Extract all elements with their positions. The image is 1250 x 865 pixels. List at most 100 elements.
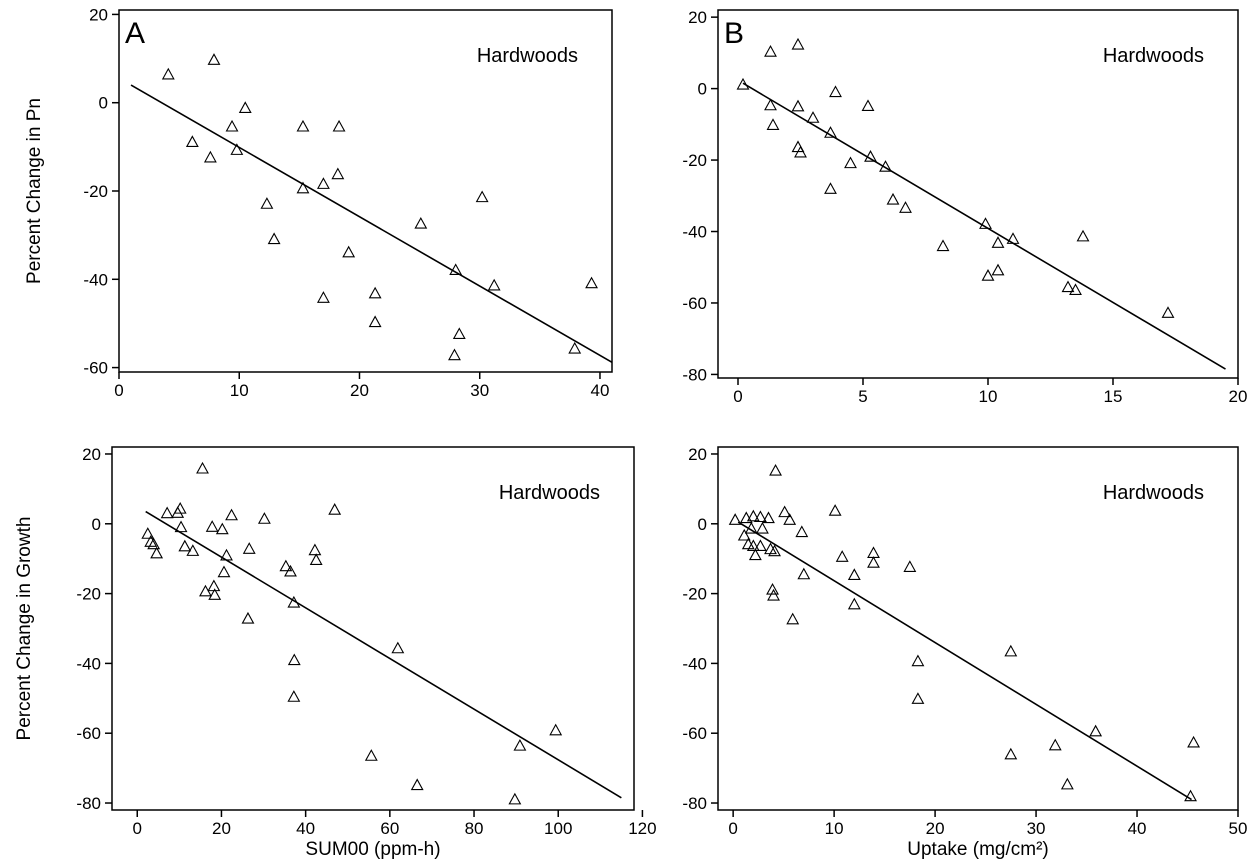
panel-4-x-tick-label: 0	[728, 819, 737, 838]
panel-1-regression-line	[130, 84, 613, 363]
panel-2-y-tick-label: 0	[698, 80, 707, 99]
panel-2-panel-letter: B	[724, 17, 744, 50]
panel-4-regression-line	[737, 521, 1192, 801]
panel-4-annotation: Hardwoods	[1103, 482, 1204, 504]
panel-2-x-tick-label: 10	[979, 387, 998, 406]
panel-4-data-point	[1048, 738, 1062, 751]
panel-3-data-point	[196, 461, 209, 474]
panel-2-data-point	[936, 239, 950, 252]
panel-3-y-tick-label: 20	[82, 445, 101, 464]
panel-1-data-point	[475, 190, 489, 203]
panel-3-x-tick-label: 0	[133, 819, 142, 838]
panel-1-data-point	[203, 150, 217, 163]
panel-4-data-point	[755, 521, 769, 534]
panel-2-data-point	[736, 77, 750, 90]
panel-3-data-point	[284, 564, 297, 577]
panel-1-data-point	[448, 348, 461, 361]
panel-1-data-point	[316, 291, 330, 303]
panel-1-y-tick-label: 0	[99, 94, 108, 113]
panel-1-data-point	[296, 181, 310, 194]
panel-4-y-tick-label: 0	[698, 515, 707, 534]
panel-2-data-point	[829, 85, 842, 98]
panel-4-data-point	[778, 505, 792, 518]
panel-3-frame	[111, 446, 635, 811]
panel-4-data-point	[769, 463, 782, 476]
panel-2-data-point	[981, 269, 995, 281]
panel-3-y-tick-label: -40	[76, 654, 101, 673]
panel-3-y-tick-label: -20	[76, 585, 101, 604]
panel-2-data-point	[824, 126, 837, 138]
panel-1-data-point	[332, 119, 346, 132]
panel-1-y-tick-label: 20	[89, 5, 108, 24]
panel-3-data-point	[220, 548, 233, 561]
panel-3-data-point	[508, 792, 522, 805]
panel-3-data-point	[287, 690, 301, 702]
panel-1-data-point	[161, 67, 175, 80]
panel-1-data-point	[452, 327, 466, 340]
panel-3-x-tick-label: 60	[380, 819, 399, 838]
panel-4-data-point	[828, 504, 842, 516]
panel-1-data-point	[368, 286, 382, 299]
panel-1-y-tick-label: -20	[83, 182, 108, 201]
panel-4-x-tick-label: 30	[1027, 819, 1046, 838]
panel-2-x-tick-label: 15	[1104, 387, 1123, 406]
panel-3-data-point	[410, 778, 424, 791]
panel-4-data-point	[847, 597, 861, 610]
panel-3-data-point	[178, 539, 192, 552]
panel-2-data-point	[791, 99, 805, 112]
panel-1-x-tick-label: 0	[114, 381, 123, 400]
panel-4-data-point	[911, 654, 925, 667]
panel-4-x-tick-label: 50	[1229, 819, 1248, 838]
panel-4-y-tick-label: -60	[682, 724, 707, 743]
panel-3-x-tick-label: 120	[628, 819, 656, 838]
panel-4-data-point	[737, 528, 751, 541]
panel-1-data-point	[296, 119, 310, 132]
panel-4-data-point	[911, 692, 925, 704]
panel-3-data-point	[147, 537, 161, 550]
panel-1-data-point	[207, 53, 221, 65]
panel-4-data-point	[783, 513, 797, 525]
panel-1-data-point	[185, 135, 199, 147]
panel-2-frame	[717, 9, 1239, 379]
panel-4-data-point	[753, 539, 767, 552]
panel-3-x-tick-label: 20	[212, 819, 231, 838]
panel-1-data-point	[487, 278, 501, 291]
panel-4-data-point	[744, 521, 758, 534]
panel-2-x-tick-label: 20	[1229, 387, 1248, 406]
panel-4-data-point	[762, 511, 775, 524]
panel-4-x-tick-label: 40	[1128, 819, 1147, 838]
panel-1-data-point	[267, 232, 281, 245]
panel-3-data-point	[144, 535, 158, 547]
panel-2-y-tick-label: -80	[682, 365, 707, 384]
panel-1-data-point	[585, 276, 598, 289]
panel-1-data-point	[316, 177, 330, 189]
panel-2-data-point	[824, 182, 837, 194]
panel-3-data-point	[287, 595, 301, 608]
panel-3-data-point	[279, 559, 293, 572]
panel-3-data-point	[186, 544, 200, 556]
panel-3-data-point	[207, 579, 221, 592]
panel-2-data-point	[794, 145, 807, 158]
panel-3-annotation: Hardwoods	[499, 482, 600, 504]
panel-1-data-point	[342, 245, 356, 258]
panel-2-annotation: Hardwoods	[1103, 45, 1204, 67]
panel-2-y-tick-label: -60	[682, 294, 707, 313]
panel-3-y-tick-label: 0	[92, 515, 101, 534]
panel-2-data-point	[764, 98, 777, 111]
panel-2-data-point	[1006, 232, 1020, 244]
panel-3-data-point	[225, 508, 238, 521]
panel-4-data-point	[795, 525, 809, 538]
panel-1-x-tick-label: 20	[350, 381, 369, 400]
panel-2-data-point	[864, 150, 877, 162]
panel-3-data-point	[205, 520, 219, 532]
panel-3-data-point	[150, 546, 164, 559]
panel-4-data-point	[728, 513, 742, 525]
panel-3-data-point	[173, 501, 187, 514]
panel-2-data-point	[979, 217, 992, 229]
panel-3-x-axis-label: SUM00 (ppm-h)	[305, 839, 440, 860]
panel-1-data-point	[449, 263, 463, 276]
panel-3-data-point	[242, 542, 256, 554]
panel-2-data-point	[899, 201, 912, 213]
panel-1-x-tick-label: 10	[230, 381, 249, 400]
panel-3-data-point	[513, 738, 527, 751]
